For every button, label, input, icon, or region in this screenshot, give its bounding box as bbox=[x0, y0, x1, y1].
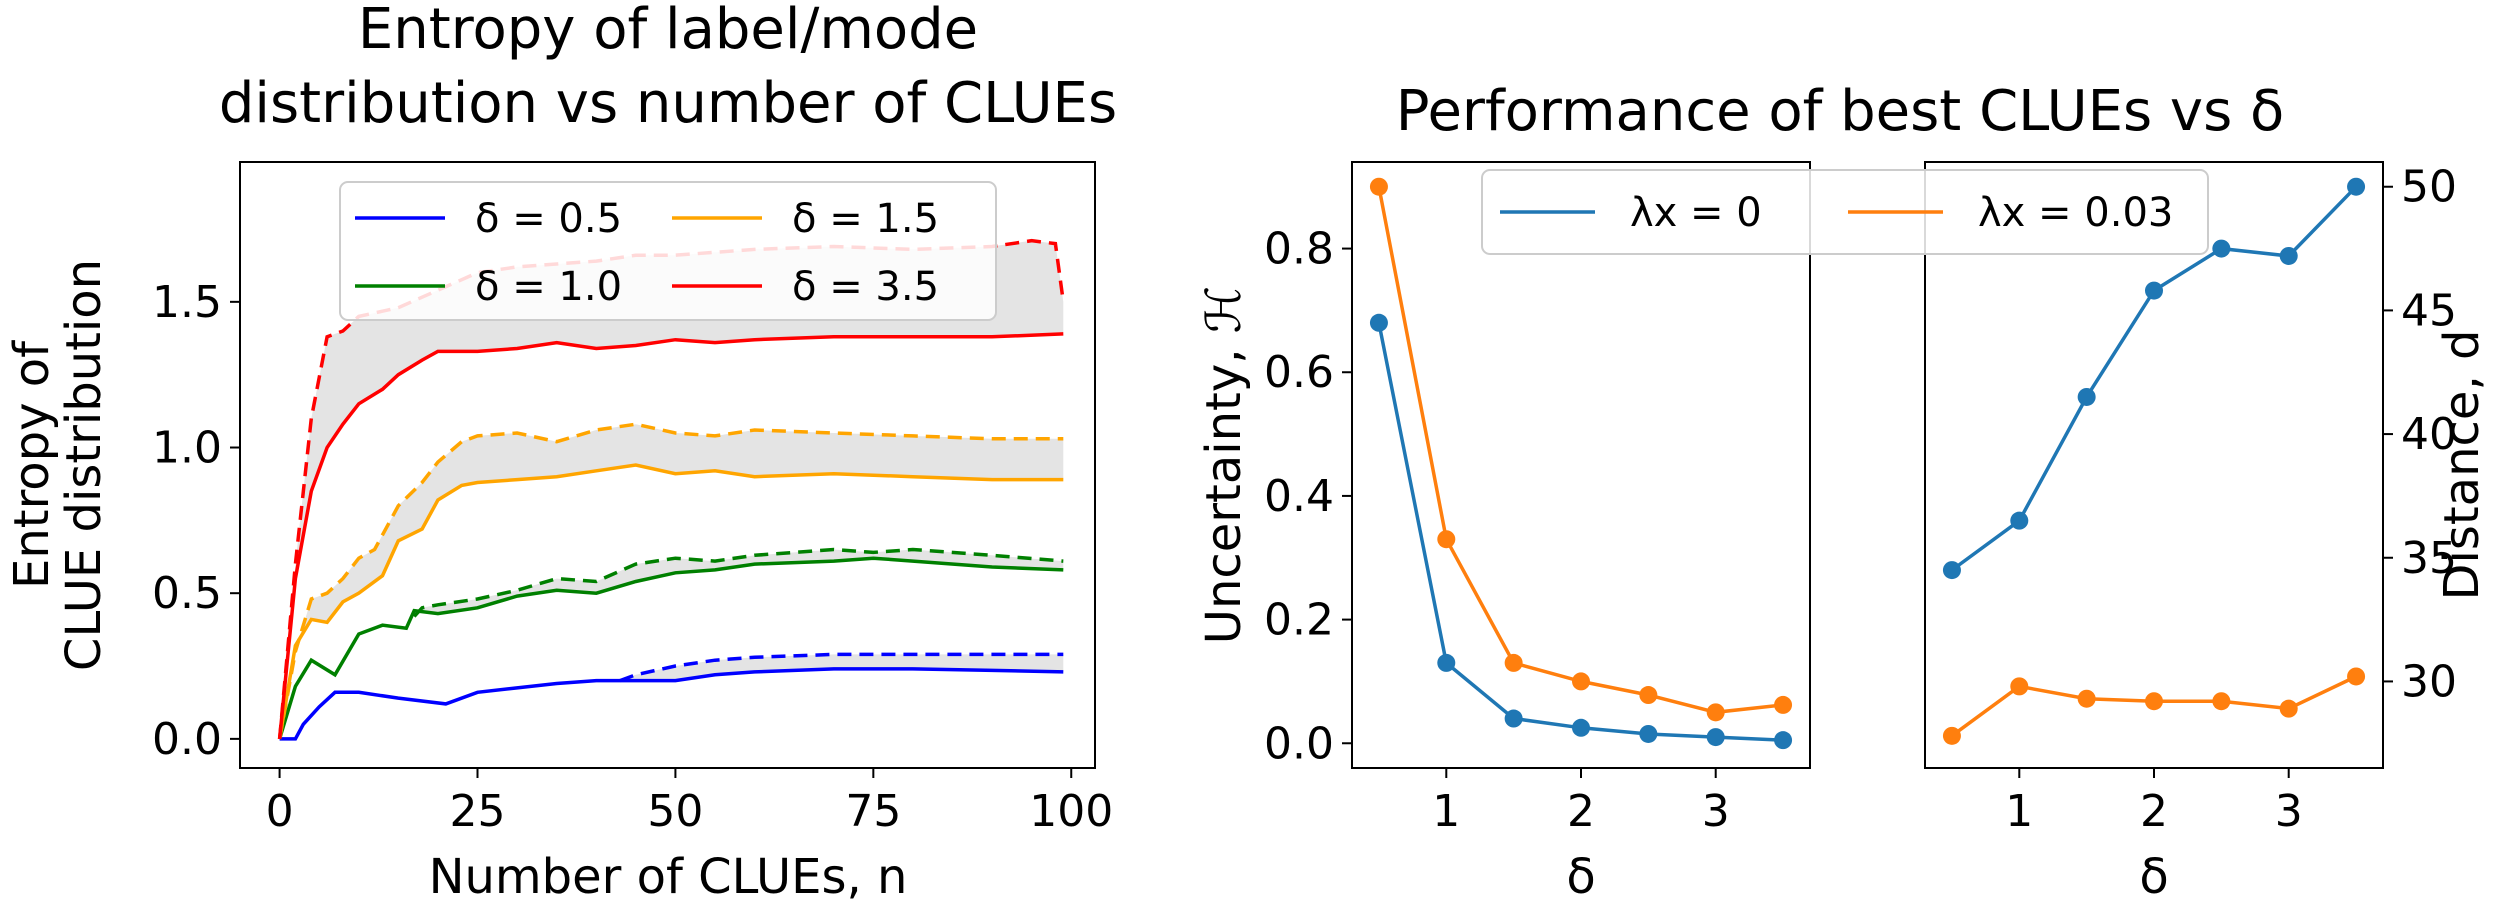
x-tick-label: 25 bbox=[450, 786, 506, 837]
performance-chart: Performance of best CLUEs vs δ 1 2 3 0.0 0.2 0… bbox=[1196, 79, 2490, 900]
x-tick-label: 50 bbox=[647, 786, 703, 837]
x-axis-label: Number of CLUEs, n bbox=[429, 849, 908, 900]
y-tick-label: 1.5 bbox=[152, 277, 222, 328]
series-1-point bbox=[1706, 703, 1725, 722]
series-1-point bbox=[2077, 689, 2096, 708]
y-tick-label: 0.0 bbox=[152, 714, 222, 765]
series-1-dashed-line bbox=[412, 547, 1064, 618]
y-tick-label: 0.2 bbox=[1264, 595, 1334, 646]
x-axis-label: δ bbox=[1566, 849, 1595, 900]
series-2-dashed-line bbox=[277, 422, 1064, 740]
chart-title-line-1: Entropy of label/mode bbox=[358, 0, 978, 62]
series-1-point bbox=[2279, 699, 2298, 718]
y-tick-label: 40 bbox=[2401, 409, 2457, 460]
y-tick-label: 45 bbox=[2401, 285, 2457, 336]
series-1-point bbox=[2145, 692, 2163, 711]
x-tick-label: 100 bbox=[1029, 786, 1113, 837]
y-axis-label: Distance, d bbox=[2434, 330, 2490, 601]
series-1-point bbox=[2347, 667, 2366, 686]
y-axis-label-group: Uncertainty, ℋ bbox=[1196, 286, 1252, 644]
x-tick-label: 2 bbox=[2140, 786, 2168, 837]
y-axis-label-group: Distance, d bbox=[2434, 330, 2490, 601]
panel-1: 1 2 3 30 35 40 45 50 δ Distance, d bbox=[1924, 161, 2490, 900]
series-0-solid-line bbox=[279, 667, 1064, 741]
x-tick-label: 0 bbox=[266, 786, 294, 837]
series-3-solid-line bbox=[277, 332, 1064, 740]
chart-title-line-2: distribution vs number of CLUEs bbox=[219, 71, 1117, 136]
y-tick-label: 30 bbox=[2401, 656, 2457, 707]
y-tick-label: 0.8 bbox=[1264, 224, 1334, 275]
x-tick-label: 1 bbox=[2005, 786, 2033, 837]
x-tick-label: 75 bbox=[845, 786, 901, 837]
x-axis-label: δ bbox=[2139, 849, 2168, 900]
x-tick-label: 1 bbox=[1432, 786, 1460, 837]
legend-label: λx = 0 bbox=[1630, 190, 1762, 236]
series-1-point bbox=[1572, 672, 1590, 691]
band-2 bbox=[279, 424, 1064, 739]
legend-label: δ = 3.5 bbox=[792, 264, 939, 310]
legend-label: λx = 0.03 bbox=[1978, 190, 2173, 236]
series-0-point bbox=[1572, 718, 1590, 737]
series-1-point bbox=[1942, 726, 1961, 745]
legend-frame bbox=[339, 181, 997, 321]
series-0-point bbox=[1639, 724, 1658, 743]
series-0-point bbox=[2279, 246, 2298, 265]
y-tick-label: 0.6 bbox=[1264, 347, 1334, 398]
series-1-solid-line bbox=[277, 556, 1064, 740]
y-tick-label: 50 bbox=[2401, 162, 2457, 213]
series-1-point bbox=[1774, 695, 1793, 714]
series-0-point bbox=[2212, 239, 2231, 258]
series-1-point bbox=[1437, 530, 1456, 549]
series-1-point bbox=[1504, 653, 1523, 672]
x-tick-label: 2 bbox=[1567, 786, 1595, 837]
y-axis-label-line-2: CLUE distribution bbox=[56, 259, 112, 671]
series-0-point bbox=[1942, 561, 1961, 580]
y-tick-label: 0.4 bbox=[1264, 471, 1334, 522]
y-axis-label-line-1: Entropy of bbox=[4, 340, 60, 589]
band-1 bbox=[414, 549, 1064, 617]
series-1-point bbox=[2010, 677, 2029, 696]
series-0-point bbox=[1437, 653, 1456, 672]
series-0-point bbox=[1774, 731, 1793, 750]
y-tick-label: 0.5 bbox=[152, 568, 222, 619]
legend: λx = 0 λx = 0.03 bbox=[1481, 169, 2209, 255]
x-tick-label: 3 bbox=[1702, 786, 1730, 837]
series-1-point bbox=[1639, 686, 1658, 705]
series-0-point bbox=[1369, 313, 1388, 332]
entropy-chart: 0 25 50 75 100 0.0 0.5 1.0 1.5 Entropy of label/m… bbox=[4, 0, 1117, 900]
series-1-point bbox=[1369, 177, 1388, 196]
y-tick-label: 1.0 bbox=[152, 423, 222, 474]
panel-0: 1 2 3 0.0 0.2 0.4 0.6 0.8 δ Uncertainty, ℋ bbox=[1196, 161, 1811, 900]
y-tick-label: 35 bbox=[2401, 533, 2457, 584]
y-axis-label: Uncertainty, ℋ bbox=[1196, 286, 1252, 644]
plot-frame bbox=[239, 161, 1096, 769]
series-0-point bbox=[2010, 511, 2029, 530]
series-1-point bbox=[2212, 692, 2231, 711]
x-tick-label: 3 bbox=[2275, 786, 2303, 837]
legend: δ = 0.5 δ = 1.0 δ = 1.5 δ = 3.5 bbox=[339, 181, 997, 321]
series-0-point bbox=[2077, 387, 2096, 406]
chart-title: Performance of best CLUEs vs δ bbox=[1396, 79, 2285, 144]
legend-frame bbox=[1481, 169, 2209, 255]
legend-label: δ = 0.5 bbox=[475, 196, 622, 242]
series-2-solid-line bbox=[277, 463, 1064, 740]
series-0-point bbox=[2347, 177, 2366, 196]
series-0-point bbox=[1706, 728, 1725, 747]
y-tick-label: 0.0 bbox=[1264, 718, 1334, 769]
series-0-point bbox=[2145, 281, 2163, 300]
series-0-point bbox=[1504, 709, 1523, 728]
series-0-dashed-line bbox=[619, 652, 1064, 683]
legend-label: δ = 1.5 bbox=[792, 196, 939, 242]
legend-label: δ = 1.0 bbox=[475, 264, 622, 310]
